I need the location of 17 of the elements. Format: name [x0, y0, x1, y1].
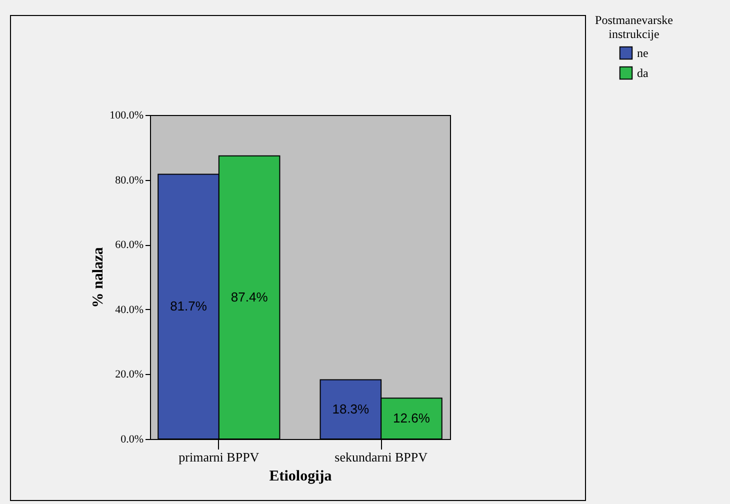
data-label: 81.7%: [170, 298, 208, 314]
y-tick-label: 0.0%: [120, 434, 144, 446]
data-label: 12.6%: [393, 410, 430, 426]
x-axis-title: Etiologija: [269, 468, 332, 484]
data-label: 87.4%: [230, 289, 268, 304]
x-tick-label: primarni BPPV: [178, 450, 260, 464]
y-tick-label: 60.0%: [115, 239, 144, 252]
legend-title: Postmanevarske instrukcije: [595, 13, 673, 41]
data-label: 18.3%: [332, 401, 370, 416]
y-tick-label: 40.0%: [115, 304, 144, 316]
y-tick-label: 100.0%: [110, 110, 144, 122]
y-tick-label: 80.0%: [115, 174, 144, 186]
legend-label: ne: [637, 46, 648, 60]
y-tick-label: 20.0%: [115, 368, 144, 381]
legend-label: da: [637, 66, 649, 80]
x-tick-label: sekundarni BPPV: [334, 450, 428, 464]
y-axis-title: % nalaza: [90, 246, 107, 308]
